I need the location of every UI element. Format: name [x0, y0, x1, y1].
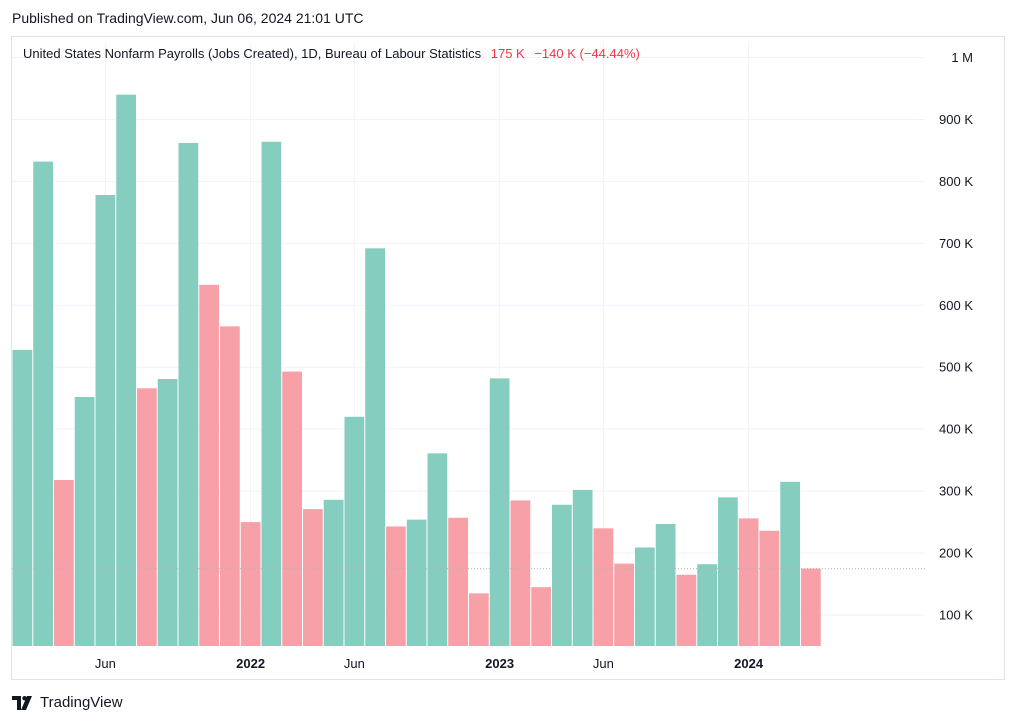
bar: [95, 195, 116, 646]
y-tick-label: 800 K: [939, 174, 973, 189]
bar: [448, 517, 468, 646]
bar: [738, 518, 759, 646]
x-tick-label: 2022: [236, 656, 265, 671]
bar: [676, 574, 697, 646]
series-legend: United States Nonfarm Payrolls (Jobs Cre…: [23, 46, 640, 61]
y-tick-label: 100 K: [939, 608, 973, 623]
bar: [614, 563, 634, 646]
bar: [552, 504, 572, 646]
x-tick-label: 2023: [485, 656, 514, 671]
bar: [178, 142, 199, 646]
bar: [137, 388, 157, 646]
bar: [801, 568, 821, 646]
tradingview-brand: TradingView: [40, 694, 123, 711]
bars: [12, 94, 821, 647]
bar: [240, 522, 261, 646]
bar: [489, 378, 510, 646]
bar: [344, 416, 365, 646]
bar: [365, 248, 385, 646]
bar: [74, 396, 95, 646]
bar: [54, 479, 74, 646]
bar: [510, 500, 531, 646]
y-tick-label: 500 K: [939, 360, 973, 375]
bar: [427, 453, 448, 646]
bar: [759, 530, 780, 646]
bar: [220, 326, 240, 646]
y-tick-label: 1 M: [951, 50, 973, 65]
bar: [12, 349, 33, 646]
bar: [323, 499, 344, 646]
y-tick-label: 200 K: [939, 546, 973, 561]
y-tick-label: 700 K: [939, 236, 973, 251]
bar: [469, 593, 489, 646]
bar: [116, 94, 136, 647]
y-tick-label: 300 K: [939, 484, 973, 499]
bar: [531, 587, 551, 646]
y-tick-label: 600 K: [939, 298, 973, 313]
x-tick-label: Jun: [593, 656, 614, 671]
tradingview-logo[interactable]: TradingView: [12, 694, 123, 711]
series-title: United States Nonfarm Payrolls (Jobs Cre…: [23, 46, 482, 61]
bar: [33, 161, 53, 646]
published-info: Published on TradingView.com, Jun 06, 20…: [12, 10, 364, 26]
bar: [780, 481, 800, 646]
last-value: 175 K: [490, 46, 525, 61]
change-value: −140 K (−44.44%): [534, 46, 640, 61]
chart-frame: [11, 36, 1005, 680]
bar: [406, 519, 427, 646]
x-axis-labels: Jun 2022 Jun 2023 Jun 2024: [95, 656, 764, 671]
x-tick-label: Jun: [344, 656, 365, 671]
bar: [718, 497, 738, 646]
bar: [572, 489, 593, 646]
y-axis-labels: 1 M 900 K 800 K 700 K 600 K 500 K 400 K 300 K 20…: [939, 50, 973, 623]
x-tick-label: Jun: [95, 656, 116, 671]
tradingview-logo-icon: [12, 695, 32, 710]
bar: [282, 371, 302, 646]
bar: [303, 509, 323, 646]
y-tick-label: 400 K: [939, 422, 973, 437]
y-tick-label: 900 K: [939, 112, 973, 127]
bar: [157, 379, 178, 646]
bar: [199, 284, 219, 646]
bar: [655, 523, 676, 646]
bar: [261, 141, 282, 647]
x-tick-label: 2024: [734, 656, 764, 671]
bar: [697, 564, 717, 646]
bar: [386, 526, 406, 646]
bar: [593, 528, 614, 646]
bar: [635, 547, 655, 646]
